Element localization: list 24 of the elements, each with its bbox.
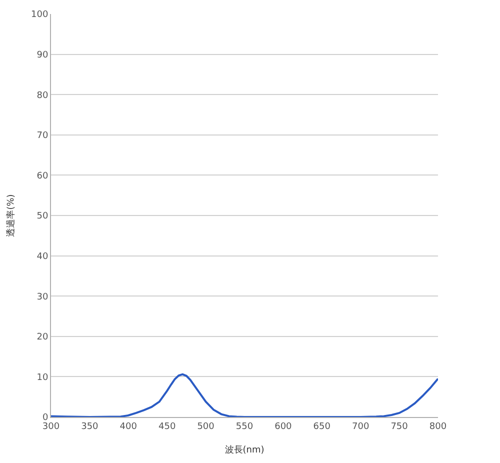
- y-tick-label: 10: [36, 372, 48, 383]
- x-tick-label: 650: [313, 422, 331, 432]
- x-tick-label: 500: [197, 422, 215, 432]
- y-tick-label: 0: [42, 413, 48, 424]
- x-tick-label: 700: [352, 422, 370, 432]
- y-tick-label: 90: [36, 50, 48, 60]
- x-tick-label: 350: [81, 422, 99, 432]
- x-tick-label: 450: [158, 422, 176, 432]
- y-tick-label: 40: [36, 252, 48, 262]
- y-axis-title: 透過率(%): [5, 194, 16, 237]
- y-tick-label: 80: [36, 90, 48, 101]
- y-tick-label: 20: [36, 332, 48, 343]
- x-tick-label: 400: [120, 422, 138, 432]
- y-tick-label: 30: [36, 292, 48, 302]
- x-tick-label: 550: [236, 422, 254, 432]
- x-tick-label: 300: [42, 422, 60, 432]
- x-tick-label: 800: [429, 422, 447, 432]
- x-tick-label: 600: [274, 422, 292, 432]
- y-tick-label: 50: [36, 212, 48, 222]
- y-tick-label: 60: [36, 171, 48, 182]
- y-tick-label: 70: [36, 131, 48, 142]
- x-axis-title: 波長(nm): [224, 444, 264, 456]
- x-tick-label: 750: [390, 422, 408, 432]
- y-tick-label: 100: [31, 10, 48, 20]
